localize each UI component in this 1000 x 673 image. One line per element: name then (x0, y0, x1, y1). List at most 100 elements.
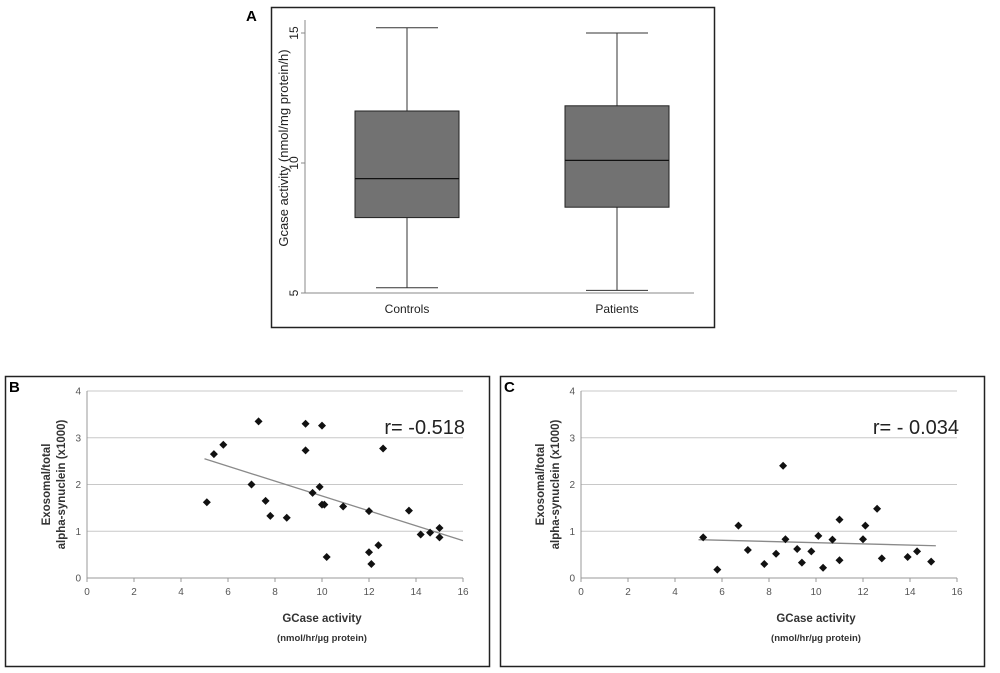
y-tick-label: 10 (287, 156, 301, 170)
panel-b-letter: B (9, 379, 20, 396)
y-tick-label: 4 (75, 387, 81, 398)
data-point (254, 417, 263, 426)
data-point (308, 488, 317, 497)
data-point (713, 565, 722, 574)
x-tick-label: 2 (131, 587, 137, 598)
y-axis-title-line2: alpha-synuclein (x1000) (56, 419, 68, 549)
x-tick-label: 6 (225, 587, 231, 598)
x-tick-label: 10 (316, 587, 328, 598)
data-point (247, 480, 256, 489)
x-tick-label: 0 (84, 587, 90, 598)
data-point (877, 554, 886, 563)
y-tick-label: 2 (75, 480, 81, 491)
data-point (819, 563, 828, 572)
data-point (772, 549, 781, 558)
x-tick-label: 2 (625, 587, 631, 598)
data-point (793, 545, 802, 554)
x-category-label: Patients (595, 302, 638, 316)
y-axis-title-line2: alpha-synuclein (x1000) (550, 419, 562, 549)
data-point (873, 504, 882, 513)
y-tick-label: 2 (569, 480, 575, 491)
box-patients (564, 105, 670, 208)
x-tick-label: 14 (904, 587, 916, 598)
x-tick-label: 0 (578, 587, 584, 598)
trend-line (204, 458, 464, 542)
box-controls (354, 110, 460, 219)
x-tick-label: 4 (672, 587, 678, 598)
data-point (374, 541, 383, 550)
x-tick-label: 10 (810, 587, 822, 598)
y-tick-label: 5 (287, 289, 301, 296)
y-tick-label: 0 (75, 574, 81, 585)
data-point (301, 446, 310, 455)
data-point (379, 444, 388, 453)
data-point (699, 533, 708, 542)
trend-line (698, 539, 936, 547)
panel-a-boxplot: 5 10 15 Gcase activity (nmol/mg protein/h) C… (276, 20, 694, 316)
y-tick-label: 0 (569, 574, 575, 585)
data-point (435, 523, 444, 532)
data-point (404, 506, 413, 515)
x-tick-label: 4 (178, 587, 184, 598)
data-point (861, 521, 870, 530)
data-point (301, 419, 310, 428)
y-tick-label: 3 (569, 433, 575, 444)
data-point (807, 547, 816, 556)
correlation-label: r= -0.518 (384, 417, 465, 439)
y-tick-label: 4 (569, 387, 575, 398)
y-axis-title-line1: Exosomal/total (535, 444, 547, 526)
data-point (927, 557, 936, 566)
data-point (913, 547, 922, 556)
data-point (266, 511, 275, 520)
data-point (760, 559, 769, 568)
data-point (416, 530, 425, 539)
y-tick-label: 15 (287, 26, 301, 40)
y-axis-title: Gcase activity (nmol/mg protein/h) (276, 49, 291, 246)
data-point (315, 482, 324, 491)
data-point (859, 535, 867, 544)
y-axis-title-line1: Exosomal/total (41, 444, 53, 526)
data-point (734, 521, 743, 530)
x-axis-title: GCase activity (776, 613, 856, 625)
data-point (365, 507, 373, 516)
data-point (282, 513, 291, 522)
x-tick-label: 12 (363, 587, 375, 598)
data-point (435, 533, 444, 542)
y-tick-label: 1 (569, 527, 575, 538)
x-axis-title: GCase activity (282, 613, 362, 625)
x-tick-label: 16 (951, 587, 963, 598)
x-tick-label: 8 (272, 587, 278, 598)
correlation-label: r= - 0.034 (873, 417, 959, 439)
data-point (814, 531, 823, 540)
x-axis-subtitle: (nmol/hr/µg protein) (277, 633, 367, 644)
data-point (797, 558, 806, 567)
data-point (426, 528, 435, 537)
data-point (209, 450, 218, 459)
data-point (828, 535, 837, 544)
x-tick-label: 14 (410, 587, 422, 598)
data-point (339, 502, 348, 511)
panel-a-letter: A (246, 8, 257, 25)
data-point (261, 496, 270, 505)
x-category-label: Controls (385, 302, 430, 316)
data-point (202, 498, 211, 507)
data-point (367, 559, 376, 568)
data-point (779, 461, 788, 470)
x-tick-label: 8 (766, 587, 772, 598)
data-point (835, 515, 844, 524)
data-point (903, 552, 912, 561)
data-point (781, 535, 790, 544)
x-axis-subtitle: (nmol/hr/µg protein) (771, 633, 861, 644)
panel-c-letter: C (504, 379, 515, 396)
data-point (318, 421, 326, 430)
x-tick-label: 16 (457, 587, 469, 598)
data-point (743, 545, 752, 554)
x-tick-label: 12 (857, 587, 869, 598)
y-tick-label: 1 (75, 527, 81, 538)
data-point (322, 552, 331, 561)
data-point (835, 556, 844, 565)
data-point (320, 500, 329, 509)
